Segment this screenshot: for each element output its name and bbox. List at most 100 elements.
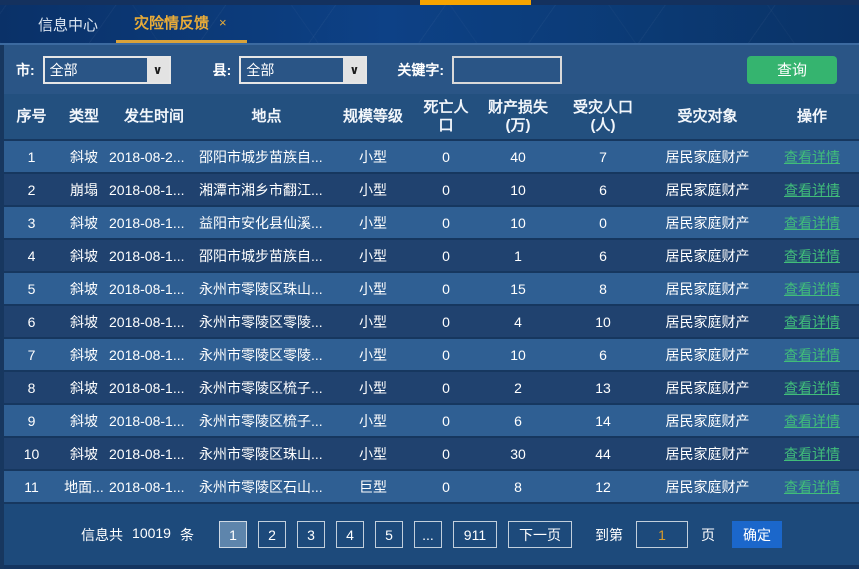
tab-label: 信息中心 [38, 16, 99, 34]
cell-loss: 2 [480, 371, 556, 405]
cell-time: 2018-08-1... [109, 239, 199, 273]
cell-type: 崩塌 [59, 173, 109, 207]
col-location: 地点 [199, 94, 334, 140]
table-row: 2 崩塌 2018-08-1... 湘潭市湘乡市翻江... 小型 0 10 6 … [4, 173, 859, 207]
county-select[interactable]: 全部 ∨ [239, 55, 368, 84]
table-row: 3 斜坡 2018-08-1... 益阳市安化县仙溪... 小型 0 10 0 … [4, 206, 859, 240]
cell-time: 2018-08-2... [109, 140, 199, 174]
view-detail-link[interactable]: 查看详情 [784, 412, 840, 429]
col-affected: 受灾人口 (人) [556, 94, 650, 140]
active-menu-indicator [420, 0, 531, 5]
cell-location: 永州市零陵区石山... [199, 470, 334, 504]
cell-object: 居民家庭财产 [650, 206, 765, 240]
confirm-button[interactable]: 确定 [731, 521, 782, 548]
city-select[interactable]: 全部 ∨ [42, 55, 171, 84]
cell-scale: 小型 [334, 437, 412, 471]
cell-object: 居民家庭财产 [650, 338, 765, 372]
cell-object: 居民家庭财产 [650, 470, 765, 504]
cell-location: 湘潭市湘乡市翻江... [199, 173, 334, 207]
cell-type: 斜坡 [59, 305, 109, 339]
view-detail-link[interactable]: 查看详情 [784, 214, 840, 231]
cell-type: 地面... [59, 470, 109, 504]
goto-page-suffix: 页 [700, 526, 715, 543]
cell-scale: 小型 [334, 140, 412, 174]
cell-no: 3 [4, 206, 59, 240]
page-button-ellipsis[interactable]: ... [413, 521, 442, 548]
col-object: 受灾对象 [650, 94, 765, 140]
cell-object: 居民家庭财产 [650, 272, 765, 306]
tab-disaster-feedback[interactable]: 灾险情反馈 × [116, 5, 247, 43]
cell-deaths: 0 [412, 239, 480, 273]
cell-time: 2018-08-1... [109, 404, 199, 438]
view-detail-link[interactable]: 查看详情 [784, 148, 840, 165]
cell-location: 永州市零陵区梳子... [199, 371, 334, 405]
cell-loss: 1 [480, 239, 556, 273]
page-button-1[interactable]: 1 [218, 521, 247, 548]
cell-type: 斜坡 [59, 206, 109, 240]
cell-object: 居民家庭财产 [650, 140, 765, 174]
total-count: 10019 [132, 524, 171, 541]
cell-location: 永州市零陵区珠山... [199, 437, 334, 471]
filter-bar: 市: 全部 ∨ 县: 全部 ∨ 关键字: 查询 [4, 45, 859, 94]
search-button[interactable]: 查询 [747, 55, 837, 84]
cell-object: 居民家庭财产 [650, 239, 765, 273]
cell-affected: 6 [556, 239, 650, 273]
pagination-bar: 信息共 10019 条 1 2 3 4 5 ... 911 下一页 到第 页 确… [4, 504, 859, 565]
view-detail-link[interactable]: 查看详情 [784, 280, 840, 297]
cell-time: 2018-08-1... [109, 173, 199, 207]
cell-time: 2018-08-1... [109, 371, 199, 405]
cell-loss: 10 [480, 173, 556, 207]
cell-no: 4 [4, 239, 59, 273]
cell-scale: 小型 [334, 272, 412, 306]
goto-page-input[interactable] [635, 521, 688, 548]
table-row: 4 斜坡 2018-08-1... 邵阳市城步苗族自... 小型 0 1 6 居… [4, 239, 859, 273]
table-row: 8 斜坡 2018-08-1... 永州市零陵区梳子... 小型 0 2 13 … [4, 371, 859, 405]
page-button-2[interactable]: 2 [257, 521, 286, 548]
col-deaths: 死亡人 口 [412, 94, 480, 140]
cell-deaths: 0 [412, 206, 480, 240]
cell-no: 8 [4, 371, 59, 405]
cell-no: 2 [4, 173, 59, 207]
cell-no: 10 [4, 437, 59, 471]
cell-affected: 12 [556, 470, 650, 504]
col-action: 操作 [765, 94, 859, 140]
cell-type: 斜坡 [59, 272, 109, 306]
next-page-button[interactable]: 下一页 [507, 521, 572, 548]
cell-affected: 44 [556, 437, 650, 471]
bottom-edge-strip [4, 565, 859, 569]
city-select-value: 全部 [49, 61, 78, 78]
keyword-input[interactable] [452, 55, 563, 84]
view-detail-link[interactable]: 查看详情 [784, 379, 840, 396]
page-button-911[interactable]: 911 [452, 521, 497, 548]
cell-loss: 15 [480, 272, 556, 306]
view-detail-link[interactable]: 查看详情 [784, 247, 840, 264]
tab-label: 灾险情反馈 [134, 15, 210, 32]
view-detail-link[interactable]: 查看详情 [784, 313, 840, 330]
page-button-4[interactable]: 4 [335, 521, 364, 548]
cell-affected: 14 [556, 404, 650, 438]
tab-bar: 信息中心 灾险情反馈 × [0, 5, 859, 45]
view-detail-link[interactable]: 查看详情 [784, 181, 840, 198]
col-time: 发生时间 [109, 94, 199, 140]
view-detail-link[interactable]: 查看详情 [784, 478, 840, 495]
county-select-value: 全部 [246, 61, 275, 78]
cell-scale: 小型 [334, 239, 412, 273]
cell-time: 2018-08-1... [109, 272, 199, 306]
cell-loss: 8 [480, 470, 556, 504]
tab-info-center[interactable]: 信息中心 [20, 5, 116, 43]
cell-deaths: 0 [412, 272, 480, 306]
view-detail-link[interactable]: 查看详情 [784, 346, 840, 363]
table-row: 10 斜坡 2018-08-1... 永州市零陵区珠山... 小型 0 30 4… [4, 437, 859, 471]
cell-scale: 小型 [334, 173, 412, 207]
top-edge-strip [0, 0, 859, 5]
cell-affected: 8 [556, 272, 650, 306]
close-icon[interactable]: × [219, 15, 227, 30]
total-count-text: 信息共 10019 条 [81, 525, 194, 545]
page-button-5[interactable]: 5 [374, 521, 403, 548]
view-detail-link[interactable]: 查看详情 [784, 445, 840, 462]
page-button-3[interactable]: 3 [296, 521, 325, 548]
table-row: 6 斜坡 2018-08-1... 永州市零陵区零陵... 小型 0 4 10 … [4, 305, 859, 339]
cell-location: 永州市零陵区梳子... [199, 404, 334, 438]
col-scale: 规模等级 [334, 94, 412, 140]
keyword-label: 关键字: [397, 61, 445, 78]
